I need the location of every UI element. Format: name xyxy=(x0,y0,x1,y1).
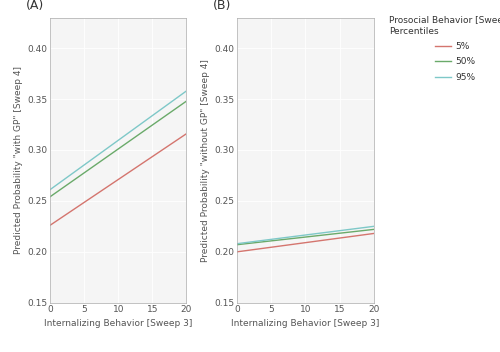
X-axis label: Internalizing Behavior [Sweep 3]: Internalizing Behavior [Sweep 3] xyxy=(232,319,380,328)
Y-axis label: Predicted Probability "without GP" [Sweep 4]: Predicted Probability "without GP" [Swee… xyxy=(201,59,210,262)
Y-axis label: Predicted Probability "with GP" [Sweep 4]: Predicted Probability "with GP" [Sweep 4… xyxy=(14,66,23,254)
Legend: 5%, 50%, 95%: 5%, 50%, 95% xyxy=(389,17,500,82)
Text: (A): (A) xyxy=(26,0,44,12)
Text: (B): (B) xyxy=(212,0,231,12)
X-axis label: Internalizing Behavior [Sweep 3]: Internalizing Behavior [Sweep 3] xyxy=(44,319,193,328)
